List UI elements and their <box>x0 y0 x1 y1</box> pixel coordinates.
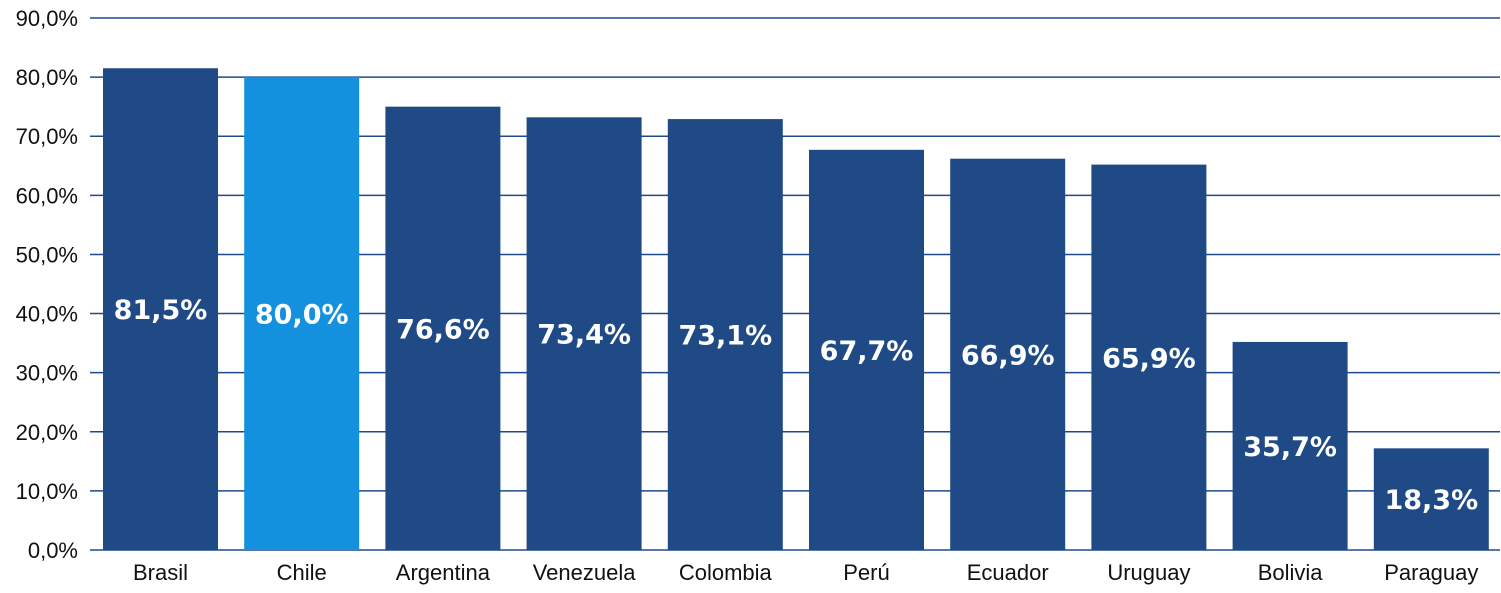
bar-bolivia <box>1232 341 1348 550</box>
bar-per- <box>809 149 924 550</box>
y-tick-label: 30,0% <box>16 361 78 386</box>
bar-ecuador <box>950 158 1066 550</box>
data-label: 73,1% <box>678 321 772 352</box>
x-tick-label: Ecuador <box>967 560 1049 585</box>
x-tick-label: Brasil <box>133 560 188 585</box>
data-label: 18,3% <box>1384 485 1478 516</box>
bar-chile <box>244 77 360 550</box>
data-label: 81,5% <box>114 295 208 326</box>
y-axis-tick-labels: 0,0% 10,0% 20,0% 30,0% 40,0% 50,0% 60,0% 70,0% 8… <box>16 6 78 563</box>
bar-uruguay <box>1091 164 1207 550</box>
x-tick-label: Chile <box>277 560 327 585</box>
x-tick-label: Argentina <box>396 560 491 585</box>
y-tick-label: 50,0% <box>16 242 78 267</box>
x-axis-category-labels: Brasil Chile Argentina Venezuela Colombia Per… <box>133 560 1478 585</box>
data-labels: 81,5% 80,0% 76,6% 73,4% 73,1% 67,7% 66,9% 65,9%… <box>114 295 1478 516</box>
y-tick-label: 80,0% <box>16 65 78 90</box>
x-tick-label: Colombia <box>679 560 773 585</box>
y-tick-label: 20,0% <box>16 420 78 445</box>
y-tick-label: 10,0% <box>16 479 78 504</box>
data-label: 35,7% <box>1243 432 1337 463</box>
data-label: 76,6% <box>396 314 490 345</box>
bar-colombia <box>667 119 783 550</box>
data-label: 80,0% <box>255 300 349 331</box>
x-tick-label: Bolivia <box>1258 560 1324 585</box>
y-tick-label: 40,0% <box>16 302 78 327</box>
y-tick-label: 60,0% <box>16 183 78 208</box>
bar-paraguay <box>1373 448 1489 550</box>
x-tick-label: Paraguay <box>1384 560 1478 585</box>
bar-argentina <box>385 106 501 551</box>
y-tick-label: 0,0% <box>28 538 78 563</box>
y-tick-label: 70,0% <box>16 124 78 149</box>
x-tick-label: Uruguay <box>1107 560 1190 585</box>
y-tick-label: 90,0% <box>16 6 78 31</box>
data-label: 65,9% <box>1102 343 1196 374</box>
bar-venezuela <box>526 117 642 550</box>
data-label: 73,4% <box>537 320 631 351</box>
bar-brasil <box>103 68 218 550</box>
data-label: 66,9% <box>961 340 1055 371</box>
data-label: 67,7% <box>820 336 914 367</box>
x-tick-label: Venezuela <box>533 560 637 585</box>
bars <box>103 68 1489 551</box>
x-tick-label: Perú <box>843 560 889 585</box>
